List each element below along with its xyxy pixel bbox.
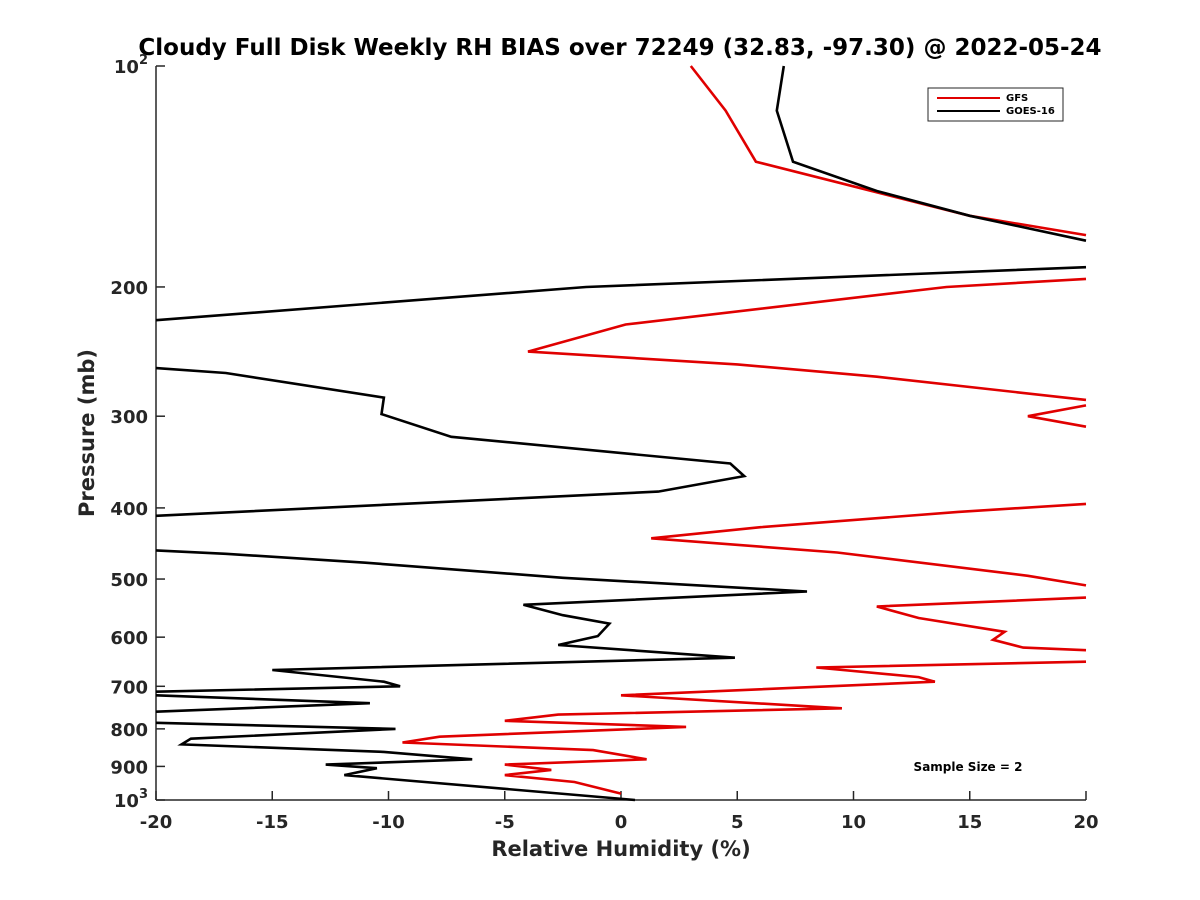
sample-size-annotation: Sample Size = 2 bbox=[914, 760, 1023, 774]
y-tick-label: 400 bbox=[110, 499, 148, 520]
chart-title: Cloudy Full Disk Weekly RH BIAS over 722… bbox=[138, 35, 1101, 61]
series-line-gfs bbox=[402, 65, 1087, 795]
y-tick-label: 700 bbox=[110, 677, 148, 698]
x-tick-label: 15 bbox=[957, 812, 982, 833]
y-tick-label: 500 bbox=[110, 570, 148, 591]
y-axis-label: Pressure (mb) bbox=[75, 349, 99, 517]
legend-box bbox=[927, 87, 1064, 122]
legend-label-goes-16: GOES-16 bbox=[1006, 106, 1055, 117]
x-tick-label: -5 bbox=[495, 812, 515, 833]
x-tick-label: 20 bbox=[1073, 812, 1098, 833]
y-tick-label: 103 bbox=[114, 787, 148, 812]
x-tick-label: 10 bbox=[841, 812, 866, 833]
series-line-goes-16 bbox=[155, 65, 1087, 802]
y-tick-label: 600 bbox=[110, 628, 148, 649]
y-tick-label: 200 bbox=[110, 278, 148, 299]
y-tick-label: 800 bbox=[110, 720, 148, 741]
x-axis-label: Relative Humidity (%) bbox=[491, 837, 750, 861]
x-tick-label: -15 bbox=[256, 812, 289, 833]
y-tick-exponent: 2 bbox=[139, 53, 148, 68]
legend-label-gfs: GFS bbox=[1006, 93, 1028, 104]
y-tick-exponent: 3 bbox=[139, 787, 148, 802]
legend: GFS GOES-16 bbox=[927, 87, 1064, 122]
y-tick-label: 900 bbox=[110, 757, 148, 778]
y-tick-label: 300 bbox=[110, 407, 148, 428]
y-tick-base: 10 bbox=[114, 57, 139, 78]
x-axis-ticks: -20 -15 -10 -5 0 5 10 15 20 bbox=[140, 791, 1099, 833]
y-tick-label: 102 bbox=[114, 53, 148, 78]
x-tick-label: 5 bbox=[731, 812, 744, 833]
series-layer bbox=[155, 65, 1087, 802]
y-tick-base: 10 bbox=[114, 791, 139, 812]
x-tick-label: -20 bbox=[140, 812, 173, 833]
x-tick-label: 0 bbox=[615, 812, 628, 833]
x-tick-label: -10 bbox=[372, 812, 405, 833]
